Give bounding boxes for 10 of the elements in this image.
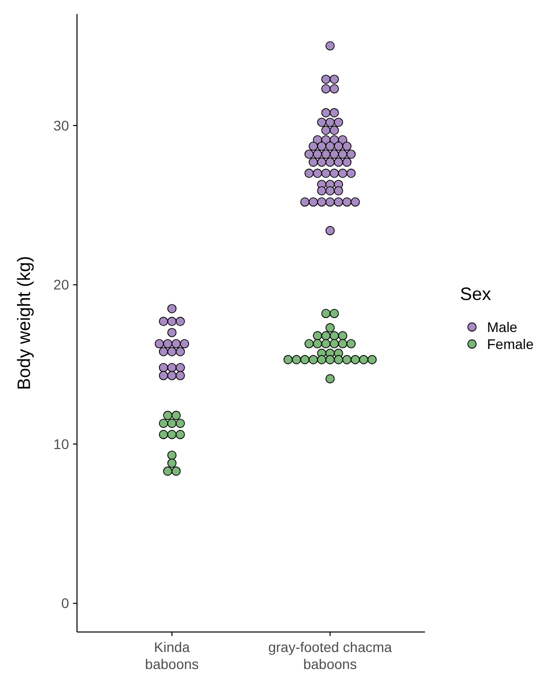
- legend-label: Female: [487, 336, 534, 352]
- legend-title: Sex: [460, 284, 492, 304]
- legend-label: Male: [487, 318, 518, 335]
- x-tick-label: Kinda baboons: [145, 639, 199, 672]
- y-tick-label: 10: [53, 436, 70, 452]
- y-tick-label: 20: [53, 276, 70, 293]
- y-tick-label: 30: [53, 117, 70, 134]
- y-tick-label: 0: [61, 595, 70, 612]
- x-tick-label: gray-footed chacma baboons: [268, 639, 392, 672]
- y-axis-title: Body weight (kg): [14, 256, 34, 390]
